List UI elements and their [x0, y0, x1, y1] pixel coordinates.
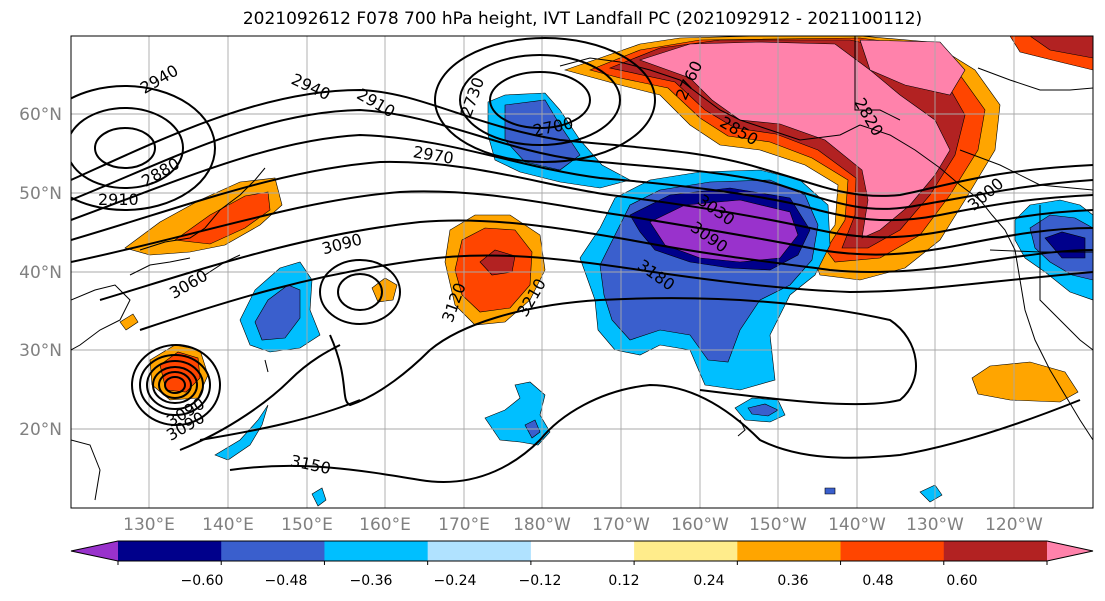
- colorbar-segment: [427, 541, 532, 561]
- colorbar-segment: [737, 541, 842, 561]
- colorbar-segment: [71, 541, 118, 561]
- colorbar-ticks: −0.60 −0.48 −0.36 −0.24 −0.12 0.12 0.24 …: [181, 573, 978, 589]
- colorbar-segment: [221, 541, 325, 561]
- lon-label: 130°W: [906, 515, 964, 535]
- lon-label: 150°W: [749, 515, 807, 535]
- colorbar-tick-label: −0.24: [434, 573, 477, 589]
- colorbar-tick-label: 0.12: [608, 573, 639, 589]
- longitude-labels: 130°E 140°E 150°E 160°E 170°E 180°W 170°…: [123, 515, 1043, 535]
- colorbar-tick-label: 0.36: [777, 573, 808, 589]
- lon-label: 120°W: [985, 515, 1043, 535]
- colorbar-tick-label: −0.36: [350, 573, 393, 589]
- colorbar-segment: [118, 541, 222, 561]
- height-contours: [71, 37, 1093, 483]
- map-frame: [70, 35, 1094, 509]
- lon-label: 180°W: [513, 515, 571, 535]
- positive-ivt-shading: [119, 36, 1093, 403]
- colorbar-segment: [634, 541, 738, 561]
- colorbar-tick-label: 0.24: [693, 573, 724, 589]
- colorbar-tick-label: −0.12: [519, 573, 562, 589]
- lon-label: 140°W: [828, 515, 886, 535]
- lat-label: 50°N: [19, 184, 62, 204]
- lat-label: 20°N: [19, 420, 62, 440]
- lon-label: 160°W: [671, 515, 729, 535]
- lat-label: 40°N: [19, 263, 62, 283]
- map-area: [71, 36, 1093, 508]
- contour-label: 2910: [98, 190, 139, 209]
- lat-label: 30°N: [19, 341, 62, 361]
- colorbar-segment: [840, 541, 945, 561]
- lon-label: 160°E: [359, 515, 411, 535]
- latitude-labels: 60°N 50°N 40°N 30°N 20°N: [19, 105, 62, 440]
- map-title: 2021092612 F078 700 hPa height, IVT Land…: [242, 9, 923, 29]
- lon-label: 150°E: [281, 515, 333, 535]
- colorbar-segment: [530, 541, 635, 561]
- colorbar: [70, 540, 1094, 565]
- colorbar-segment: [943, 541, 1048, 561]
- colorbar-tick-label: 0.60: [946, 573, 977, 589]
- colorbar-segment: [1047, 541, 1093, 561]
- colorbar-segment: [324, 541, 429, 561]
- colorbar-tick-label: 0.48: [862, 573, 893, 589]
- colorbar-tick-label: −0.48: [265, 573, 308, 589]
- lon-label: 130°E: [123, 515, 175, 535]
- lon-label: 170°E: [438, 515, 490, 535]
- colorbar-tick-label: −0.60: [181, 573, 224, 589]
- lon-label: 140°E: [202, 515, 254, 535]
- lon-label: 170°W: [592, 515, 650, 535]
- coastlines: [71, 36, 1093, 501]
- lat-label: 60°N: [19, 105, 62, 125]
